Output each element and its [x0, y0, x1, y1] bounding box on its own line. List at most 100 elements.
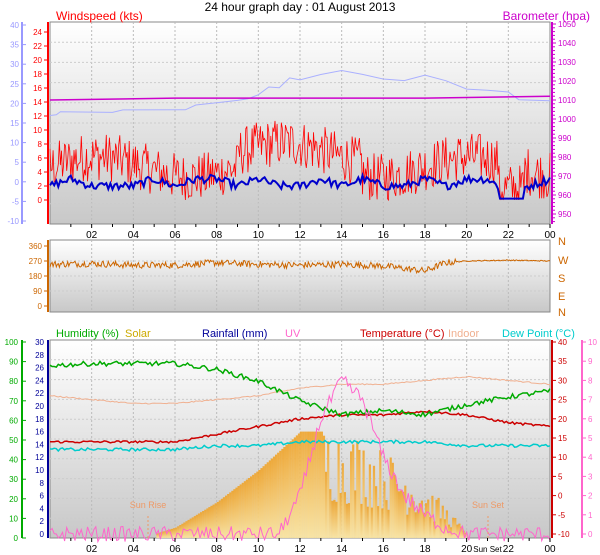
rain-tick-label: 20: [35, 402, 44, 411]
rain-tick-label: 26: [35, 364, 44, 373]
solar-bar: [318, 431, 321, 538]
solar-bar: [300, 431, 303, 538]
solar-bar: [391, 462, 394, 538]
solar-bar: [316, 431, 319, 538]
outer-tick-label: 15: [10, 119, 19, 128]
solar-bar: [395, 484, 398, 538]
baro-tick-label: 1000: [558, 115, 576, 124]
compass-label: N: [558, 236, 566, 248]
panel3-series: [49, 360, 551, 544]
solar-bar: [393, 474, 396, 538]
solar-bar: [191, 517, 194, 538]
temp-tick-label: 0: [558, 492, 563, 501]
solar-bar: [162, 531, 165, 538]
solar-bar: [354, 490, 357, 538]
solar-bar: [360, 503, 363, 538]
solar-bar: [272, 456, 276, 538]
x-tick-label: 10: [253, 230, 265, 241]
solar-bar: [243, 481, 246, 538]
outer-tick-label: 0: [15, 178, 20, 187]
solar-bar: [320, 431, 323, 538]
solar-bar: [412, 501, 415, 538]
humidity-line: [49, 360, 551, 418]
wind-tick-label: 16: [33, 84, 42, 93]
solar-bar: [322, 435, 326, 538]
dir-tick-label: 0: [38, 302, 43, 311]
solar-bar: [335, 501, 338, 538]
uv-tick-label: 5: [588, 434, 593, 443]
solar-bar: [225, 495, 228, 538]
panel1-grid: [50, 22, 550, 224]
solar-bar: [285, 445, 288, 538]
solar-bar: [350, 451, 353, 538]
solar-bar: [389, 457, 392, 538]
solar-bar: [331, 500, 334, 538]
solar-bar: [177, 526, 180, 538]
rain-tick-label: 12: [35, 453, 44, 462]
wind-tick-label: 14: [33, 98, 42, 107]
solar-bar: [370, 507, 373, 538]
solar-bar: [460, 526, 463, 538]
outer-tick-label: 40: [10, 21, 19, 30]
temp-tick-label: 25: [558, 396, 567, 405]
baro-tick-label: 1010: [558, 96, 576, 105]
solar-bar: [212, 504, 215, 538]
temp-c-line: [49, 69, 551, 116]
x-tick-label: 18: [419, 230, 431, 241]
x-tick-label: 22: [503, 230, 515, 241]
solar-bar: [333, 499, 336, 538]
solar-bar: [281, 448, 284, 538]
solar-bar: [379, 450, 382, 538]
solar-bar: [258, 470, 261, 538]
x-tick-label: 20: [461, 544, 473, 555]
rain-tick-label: 2: [40, 517, 45, 526]
temp-tick-label: 10: [558, 453, 567, 462]
solar-bar: [410, 494, 413, 538]
solar-bar: [325, 471, 328, 538]
temp-tick-label: 30: [558, 376, 567, 385]
legend-temperature: Temperature (°C): [360, 328, 444, 340]
solar-bar: [456, 524, 459, 538]
temp-tick-label: 5: [558, 472, 563, 481]
solar-bar: [418, 503, 421, 538]
legend-uv: UV: [285, 328, 301, 340]
barometer-line: [49, 95, 551, 101]
solar-bar: [435, 499, 438, 538]
solar-bar: [218, 500, 221, 538]
solar-bar: [310, 431, 313, 538]
humidity-tick-label: 70: [9, 397, 18, 406]
direction-axis: 360 270 180 90 0: [29, 240, 49, 312]
wind-tick-label: 22: [33, 42, 42, 51]
legend-humidity: Humidity (%): [56, 328, 119, 340]
sunrise-label: Sun Rise: [130, 500, 167, 510]
solar-bar: [264, 464, 267, 538]
panel3-legend: Humidity (%) Solar Rainfall (mm) UV Temp…: [56, 328, 575, 340]
solar-bar: [427, 499, 430, 538]
panel1-series: [49, 69, 551, 202]
x-tick-label: 06: [169, 544, 181, 555]
baro-tick-label: 1030: [558, 58, 576, 67]
windspeed-title: Windspeed (kts): [56, 9, 143, 23]
outer-tick-label: -5: [12, 197, 20, 206]
solar-bar: [425, 503, 428, 538]
temp-tick-label: -10: [558, 530, 570, 539]
rain-tick-label: 30: [35, 338, 44, 347]
solar-bar: [375, 486, 378, 538]
solar-bar: [168, 529, 171, 538]
solar-bar: [164, 530, 167, 538]
temp-tick-label: 15: [558, 434, 567, 443]
rain-tick-label: 4: [40, 504, 45, 513]
outer-tick-label: -10: [7, 217, 19, 226]
baro-tick-label: 990: [558, 134, 572, 143]
solar-bar: [166, 530, 169, 538]
x-tick-label: 18: [419, 544, 431, 555]
compass-label: S: [558, 273, 565, 285]
panel2-grid: [50, 240, 550, 312]
x-tick-label: 00: [544, 544, 556, 555]
solar-bar: [414, 512, 417, 538]
x-tick-label: 00: [544, 230, 556, 241]
solar-bar: [222, 497, 226, 538]
solar-bar: [227, 494, 230, 538]
solar-bar: [452, 517, 455, 538]
